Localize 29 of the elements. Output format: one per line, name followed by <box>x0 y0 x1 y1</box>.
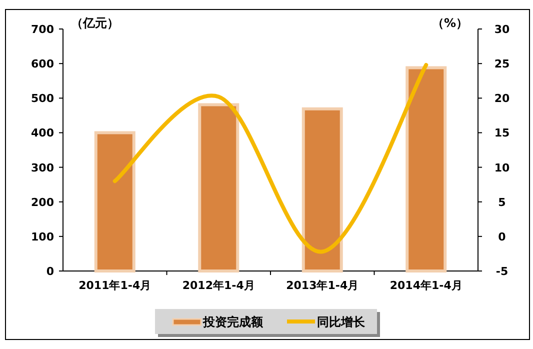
x-tick-label: 2014年1-4月 <box>390 279 462 292</box>
y-tick-label: 200 <box>31 196 54 209</box>
legend-label: 投资完成额 <box>202 315 264 329</box>
y-tick-label: 700 <box>31 23 54 36</box>
y-tick-label: 400 <box>31 126 54 140</box>
y2-tick-label: 30 <box>494 23 510 36</box>
y2-tick-label: 20 <box>494 92 510 106</box>
y2-tick-label: 25 <box>494 58 510 71</box>
bar <box>406 66 447 272</box>
y-tick-label: 500 <box>31 92 54 106</box>
line-series <box>112 62 428 254</box>
x-tick-label: 2013年1-4月 <box>286 279 359 292</box>
y2-tick-label: 10 <box>494 161 510 174</box>
y2-tick-label: 15 <box>494 126 510 140</box>
y-tick-label: 0 <box>46 265 54 278</box>
bar <box>302 107 343 272</box>
bar <box>94 131 136 272</box>
y-tick-label: 100 <box>31 230 54 244</box>
y2-axis-title: （%） <box>432 16 468 30</box>
y-tick-label: 300 <box>31 161 54 174</box>
y2-tick-label: 0 <box>498 230 506 244</box>
legend-label: 同比增长 <box>317 315 366 329</box>
y-tick-label: 600 <box>31 58 54 71</box>
y-axis-title: （亿元） <box>71 16 119 30</box>
y2-tick-label: 5 <box>498 196 506 209</box>
x-tick-label: 2011年1-4月 <box>78 279 152 292</box>
bar <box>198 103 240 272</box>
x-tick-label: 2012年1-4月 <box>182 279 255 292</box>
y2-tick-label: -5 <box>496 265 508 278</box>
